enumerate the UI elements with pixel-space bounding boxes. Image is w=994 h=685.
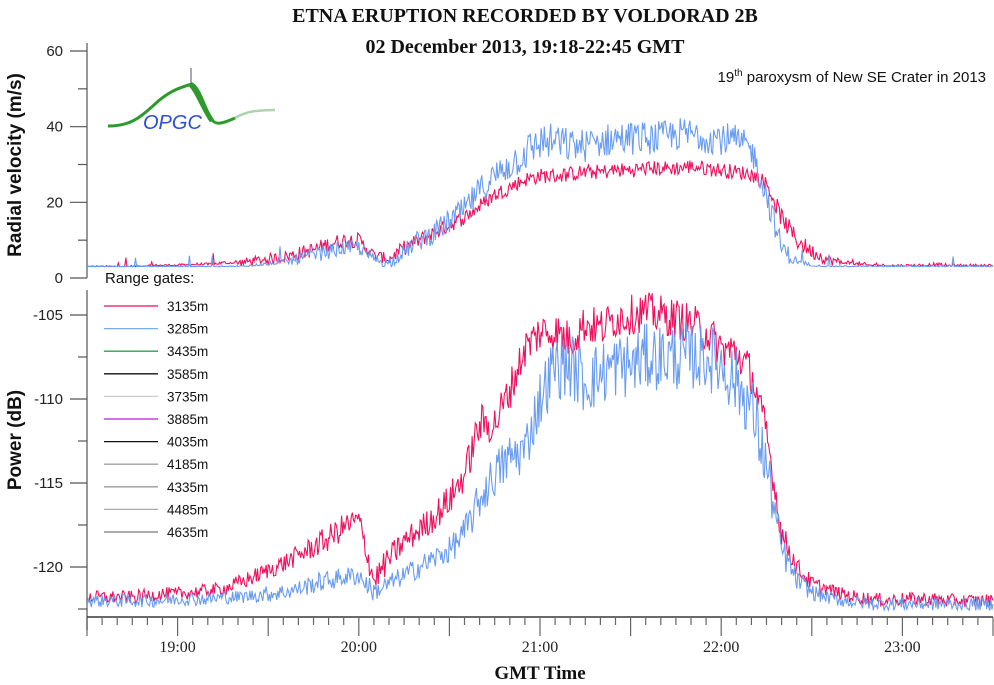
- series-layer: [86, 118, 994, 612]
- legend: Range gates: 3135m 3285m 3435m 3585m 3735m 38…: [104, 270, 208, 540]
- legend-label-3885m: 3885m: [167, 412, 208, 427]
- legend-label-4035m: 4035m: [167, 435, 208, 450]
- y-axis-label-velocity: Radial velocity (m/s): [5, 73, 26, 257]
- legend-label-4485m: 4485m: [167, 502, 208, 517]
- legend-label-3135m: 3135m: [167, 299, 208, 314]
- y-tick-label-velocity: 40: [46, 119, 63, 136]
- legend-label-3735m: 3735m: [167, 389, 208, 404]
- x-tick-label: 22:00: [703, 639, 739, 656]
- y-tick-label-velocity: 60: [46, 43, 63, 60]
- y-tick-label-power: -115: [34, 475, 63, 492]
- annotation-superscript: th: [734, 68, 742, 79]
- legend-title: Range gates:: [105, 270, 194, 287]
- chart-title: ETNA ERUPTION RECORDED BY VOLDORAD 2B: [292, 5, 758, 27]
- logo-summit-thick: [188, 82, 215, 123]
- legend-label-3585m: 3585m: [167, 367, 208, 382]
- x-tick-label: 20:00: [341, 639, 377, 656]
- chart-subtitle: 02 December 2013, 19:18-22:45 GMT: [365, 36, 685, 58]
- y-tick-label-power: -120: [33, 559, 63, 576]
- opgc-logo: OPGC: [107, 68, 276, 134]
- y-axis-label-power: Power (dB): [5, 390, 26, 490]
- series-line-power-3135m: [86, 292, 994, 608]
- legend-label-4185m: 4185m: [167, 457, 208, 472]
- series-line-velocity-3135m: [87, 160, 994, 268]
- x-tick-label: 19:00: [159, 639, 195, 656]
- legend-label-4635m: 4635m: [167, 525, 208, 540]
- annotation-text: paroxysm of New SE Crater in 2013: [743, 69, 986, 86]
- series-line-power-3285m: [86, 323, 994, 612]
- legend-label-3285m: 3285m: [167, 322, 208, 337]
- legend-label-3435m: 3435m: [167, 344, 208, 359]
- paroxysm-annotation: 19th paroxysm of New SE Crater in 2013: [718, 68, 986, 86]
- axes: 0 20 40 60 -105 -110 -115 -120 19:00 20:00 21:00 22…: [33, 43, 994, 656]
- x-axis-label: GMT Time: [494, 663, 585, 684]
- y-tick-label-power: -110: [34, 391, 63, 408]
- y-tick-label-power: -105: [33, 307, 63, 324]
- x-tick-label: 23:00: [884, 639, 920, 656]
- legend-label-4335m: 4335m: [167, 480, 208, 495]
- y-tick-label-velocity: 0: [55, 270, 63, 287]
- logo-text: OPGC: [143, 112, 202, 134]
- x-tick-label: 21:00: [522, 639, 558, 656]
- annotation-number: 19: [718, 69, 735, 86]
- logo-fade: [234, 108, 276, 120]
- series-line-velocity-3285m: [87, 118, 994, 268]
- y-tick-label-velocity: 20: [46, 194, 63, 211]
